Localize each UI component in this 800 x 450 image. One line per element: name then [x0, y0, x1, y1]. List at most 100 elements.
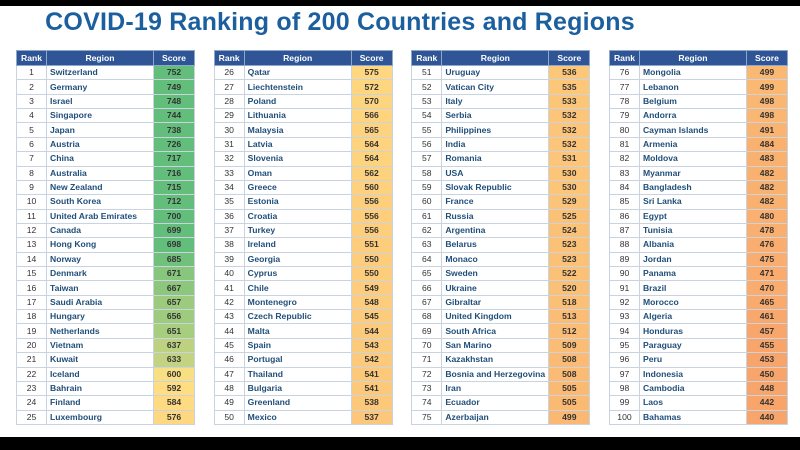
table-row: 42 Montenegro 548 — [213, 294, 393, 311]
rank-cell: 37 — [213, 222, 245, 239]
table-row: 26 Qatar 575 — [213, 64, 393, 81]
table-row: 51 Uruguay 536 — [411, 64, 591, 81]
region-cell: Spain — [243, 337, 352, 354]
table-row: 10 South Korea 712 — [16, 194, 195, 210]
rank-cell: 40 — [213, 266, 245, 282]
region-cell: China — [46, 151, 154, 167]
rank-cell: 76 — [608, 64, 640, 81]
table-row: 91 Brazil 470 — [608, 280, 788, 296]
region-cell: Armenia — [638, 136, 747, 153]
table-row: 62 Argentina 524 — [411, 222, 591, 239]
score-cell: 508 — [548, 352, 591, 368]
score-cell: 657 — [153, 294, 195, 311]
region-header: Region — [638, 50, 747, 66]
region-cell: Turkey — [243, 222, 352, 239]
rank-cell: 46 — [213, 352, 245, 368]
score-cell: 450 — [745, 366, 788, 382]
rank-cell: 29 — [213, 108, 245, 124]
table-row: 86 Egypt 480 — [608, 208, 788, 224]
region-cell: Saudi Arabia — [46, 294, 154, 311]
table-row: 98 Cambodia 448 — [608, 380, 788, 397]
score-cell: 565 — [350, 122, 393, 138]
rank-cell: 77 — [608, 79, 640, 95]
rank-header: Rank — [16, 50, 47, 66]
score-cell: 476 — [745, 237, 788, 253]
region-cell: San Marino — [441, 337, 550, 354]
region-cell: Georgia — [243, 251, 352, 268]
region-cell: Serbia — [441, 108, 550, 124]
score-cell: 564 — [350, 136, 393, 153]
table-row: 70 San Marino 509 — [411, 337, 591, 354]
table-header-row: Rank Region Score — [411, 50, 591, 66]
table-row: 81 Armenia 484 — [608, 136, 788, 153]
rank-cell: 25 — [16, 409, 47, 426]
rank-cell: 62 — [411, 222, 443, 239]
region-cell: Jordan — [638, 251, 747, 268]
region-cell: Portugal — [243, 352, 352, 368]
score-header: Score — [745, 50, 788, 66]
table-header-row: Rank Region Score — [608, 50, 788, 66]
rank-cell: 9 — [16, 179, 47, 196]
table-row: 34 Greece 560 — [213, 179, 393, 196]
score-header: Score — [548, 50, 591, 66]
score-cell: 509 — [548, 337, 591, 354]
table-row: 79 Andorra 498 — [608, 108, 788, 124]
region-cell: Moldova — [638, 151, 747, 167]
rank-cell: 52 — [411, 79, 443, 95]
region-cell: Czech Republic — [243, 309, 352, 325]
table-header-row: Rank Region Score — [213, 50, 393, 66]
rank-cell: 17 — [16, 294, 47, 311]
region-cell: Mexico — [243, 409, 352, 426]
rank-cell: 45 — [213, 337, 245, 354]
score-cell: 656 — [153, 309, 195, 325]
region-cell: Cambodia — [638, 380, 747, 397]
table-row: 59 Slovak Republic 530 — [411, 179, 591, 196]
ranking-table-3: Rank Region Score 51 Uruguay 536 52 Vatican … — [411, 50, 591, 426]
table-row: 36 Croatia 556 — [213, 208, 393, 224]
table-row: 92 Morocco 465 — [608, 294, 788, 311]
table-row: 21 Kuwait 633 — [16, 352, 195, 368]
score-cell: 671 — [153, 266, 195, 282]
rank-cell: 15 — [16, 266, 47, 282]
rank-cell: 6 — [16, 136, 47, 153]
score-cell: 523 — [548, 251, 591, 268]
rank-cell: 94 — [608, 323, 640, 339]
score-cell: 532 — [548, 108, 591, 124]
table-row: 22 Iceland 600 — [16, 366, 195, 382]
rank-cell: 1 — [16, 64, 47, 81]
table-row: 44 Malta 544 — [213, 323, 393, 339]
score-cell: 570 — [350, 93, 393, 110]
region-cell: Canada — [46, 222, 154, 239]
region-cell: Panama — [638, 266, 747, 282]
score-cell: 667 — [153, 280, 195, 296]
table-row: 78 Belgium 498 — [608, 93, 788, 110]
table-row: 56 India 532 — [411, 136, 591, 153]
region-cell: Liechtenstein — [243, 79, 352, 95]
table-row: 2 Germany 749 — [16, 79, 195, 95]
rank-cell: 60 — [411, 194, 443, 210]
table-row: 1 Switzerland 752 — [16, 64, 195, 81]
score-cell: 550 — [350, 266, 393, 282]
score-cell: 530 — [548, 165, 591, 181]
region-cell: Russia — [441, 208, 550, 224]
table-row: 84 Bangladesh 482 — [608, 179, 788, 196]
rank-cell: 98 — [608, 380, 640, 397]
rank-cell: 27 — [213, 79, 245, 95]
table-body: 26 Qatar 575 27 Liechtenstein 572 28 Poland 570 2… — [213, 64, 393, 426]
region-cell: France — [441, 194, 550, 210]
region-cell: South Korea — [46, 194, 154, 210]
score-cell: 505 — [548, 380, 591, 397]
table-row: 100 Bahamas 440 — [608, 409, 788, 426]
region-cell: Paraguay — [638, 337, 747, 354]
region-cell: United Arab Emirates — [46, 208, 154, 224]
table-row: 14 Norway 685 — [16, 251, 195, 268]
region-cell: Vatican City — [441, 79, 550, 95]
region-cell: Tunisia — [638, 222, 747, 239]
score-cell: 512 — [548, 323, 591, 339]
region-cell: Egypt — [638, 208, 747, 224]
table-row: 28 Poland 570 — [213, 93, 393, 110]
score-cell: 637 — [153, 337, 195, 354]
region-cell: Switzerland — [46, 64, 154, 81]
table-row: 90 Panama 471 — [608, 266, 788, 282]
region-cell: Brazil — [638, 280, 747, 296]
